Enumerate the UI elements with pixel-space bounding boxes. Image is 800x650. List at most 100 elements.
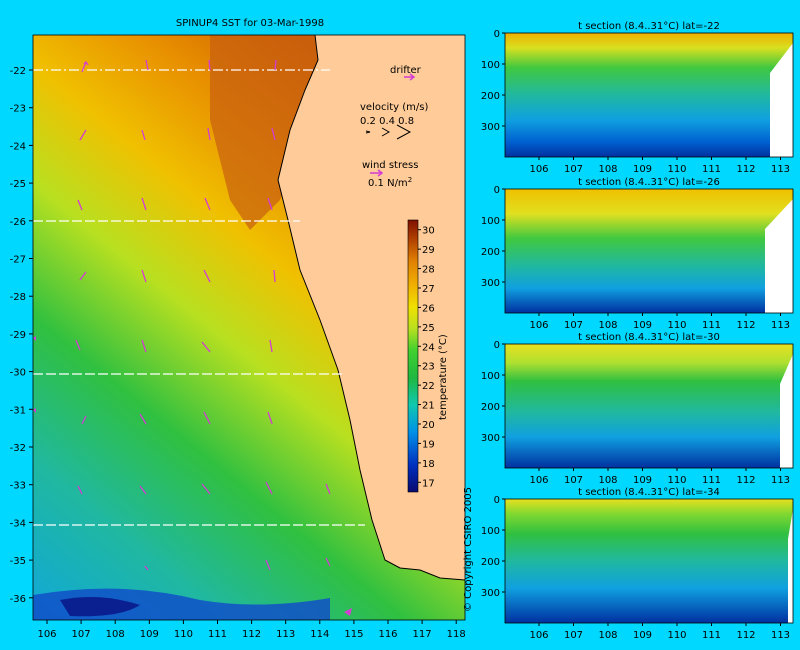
t-section-y-tick-label: 200 [481,91,500,102]
colorbar-tick-label: 28 [422,265,435,276]
wind-stress-value: 0.1 N/m2 [368,176,412,189]
t-section-panel: t section (8.4..31°C) lat=-34 0 100 200 300 1… [481,487,794,641]
map-x-tick-label: 118 [447,629,466,640]
map-y-tick-label: -24 [10,141,26,152]
t-section-y-tick-label: 300 [481,588,500,599]
t-section-x-tick-label: 112 [736,320,755,331]
t-section-y-tick-label: 200 [481,402,500,413]
colorbar-tick-label: 21 [422,401,435,412]
map-y-tick-label: -26 [10,217,26,228]
map-y-tick-label: -28 [10,292,26,303]
t-section-x-tick-label: 108 [598,164,617,175]
t-section-y-tick-label: 0 [494,340,500,351]
t-section-field [505,33,793,157]
t-section-y-tick-label: 100 [481,371,500,382]
map-y-tick-label: -31 [10,405,26,416]
t-section-x-tick-label: 113 [771,630,790,641]
t-section-y-tick-label: 300 [481,122,500,133]
t-section-y-tick-label: 0 [494,185,500,196]
t-section-x-tick-label: 108 [598,475,617,486]
map-x-tick-label: 110 [174,629,193,640]
t-section-x-tick-label: 108 [598,630,617,641]
colorbar-tick-label: 24 [422,342,435,353]
t-section-x-tick-label: 110 [667,320,686,331]
t-section-y-tick-label: 200 [481,557,500,568]
map-y-tick-label: -35 [10,556,26,567]
wind-stress-label: wind stress [362,160,418,171]
map-y-tick-label: -29 [10,330,26,341]
t-section-panel: t section (8.4..31°C) lat=-26 0 100 200 300 1… [481,177,794,331]
t-section-title: t section (8.4..31°C) lat=-26 [578,177,720,188]
t-section-x-tick-label: 109 [633,320,652,331]
t-section-x-tick-label: 108 [598,320,617,331]
t-section-y-tick-label: 300 [481,278,500,289]
map-x-tick-label: 114 [310,629,329,640]
t-section-x-tick-label: 112 [736,475,755,486]
colorbar-tick-label: 17 [422,478,435,489]
colorbar-tick-label: 29 [422,245,435,256]
velocity-values: 0.2 0.4 0.8 [360,116,414,127]
t-section-title: t section (8.4..31°C) lat=-34 [578,487,720,498]
map-y-tick-label: -33 [10,481,26,492]
colorbar-tick-label: 27 [422,284,435,295]
t-section-x-tick-label: 107 [564,475,583,486]
map-y-tick-label: -30 [10,368,26,379]
map-y-tick-label: -34 [10,518,26,529]
main-map-title: SPINUP4 SST for 03-Mar-1998 [176,18,324,29]
map-x-tick-label: 109 [140,629,159,640]
t-section-x-tick-label: 113 [771,320,790,331]
t-section-panel: t section (8.4..31°C) lat=-22 0 100 200 300 1… [481,21,794,175]
t-section-y-tick-label: 200 [481,247,500,258]
map-x-tick-label: 117 [413,629,432,640]
colorbar-tick-label: 20 [422,420,435,431]
colorbar-tick-label: 25 [422,323,435,334]
t-section-y-tick-label: 100 [481,526,500,537]
t-section-y-tick-label: 100 [481,216,500,227]
wind-stress-icon [370,169,384,177]
colorbar-tick-label: 26 [422,303,435,314]
t-section-y-tick-label: 0 [494,29,500,40]
map-legend: drifter velocity (m/s) 0.2 0.4 0.8 wind … [360,65,428,189]
t-section-title: t section (8.4..31°C) lat=-30 [578,332,720,343]
t-section-x-tick-label: 111 [702,630,721,641]
t-section-x-tick-label: 112 [736,164,755,175]
coastline [277,34,466,581]
drifter-label: drifter [390,65,422,76]
drifter-icon [404,73,416,81]
t-section-x-tick-label: 106 [529,164,548,175]
velocity-arrows [75,59,331,571]
t-section-land [770,43,793,157]
t-section-panel: t section (8.4..31°C) lat=-30 0 100 200 300 1… [481,332,794,486]
t-section-x-tick-label: 107 [564,164,583,175]
colorbar-tick-label: 30 [422,226,435,237]
cold-core-patch [60,596,140,617]
colorbar-tick-label: 23 [422,362,435,373]
t-section-y-tick-label: 300 [481,433,500,444]
colorbar-tick-label: 19 [422,439,435,450]
colorbar-label: temperature (°C) [438,334,449,420]
t-section-x-tick-label: 109 [633,475,652,486]
map-y-tick-label: -36 [10,594,26,605]
velocity-label: velocity (m/s) [360,102,428,113]
map-x-tick-label: 107 [72,629,91,640]
velocity-scale-arrows [365,124,412,140]
t-section-x-tick-label: 112 [736,630,755,641]
map-x-tick-label: 106 [37,629,56,640]
map-x-tick-label: 111 [208,629,227,640]
t-section-y-tick-label: 100 [481,60,500,71]
colorbar-tick-label: 18 [422,459,435,470]
map-y-tick-label: -22 [10,66,26,77]
t-section-x-tick-label: 110 [667,475,686,486]
t-section-x-tick-label: 110 [667,630,686,641]
main-map-x-axis: 106 107 108 109 110 111 112 113 114 115 116 117 118 [37,620,466,640]
map-x-tick-label: 113 [276,629,295,640]
main-map-y-axis: -22 -23 -24 -25 -26 -27 -28 -29 -30 -31 -32 -33 -34 -… [10,66,33,605]
map-x-tick-label: 116 [378,629,397,640]
t-section-x-tick-label: 109 [633,164,652,175]
t-section-x-tick-label: 111 [702,475,721,486]
colorbar-ticks: 30 29 28 27 26 25 24 23 22 21 20 19 18 17 [418,226,435,489]
map-x-tick-label: 108 [106,629,125,640]
main-map-frame [32,34,466,621]
drifter-markers [33,336,352,616]
t-section-x-tick-label: 111 [702,320,721,331]
